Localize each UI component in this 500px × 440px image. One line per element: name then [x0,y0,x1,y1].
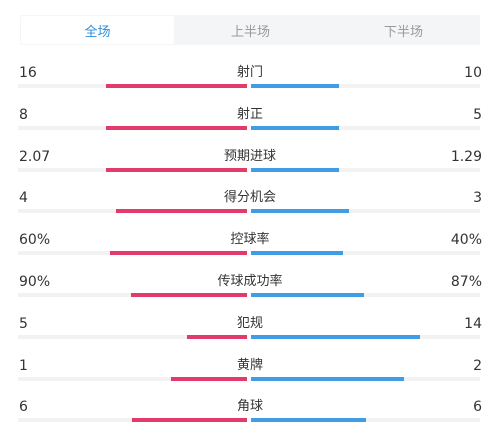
home-bar [106,84,247,88]
home-value: 2.07 [19,148,51,165]
stat-label: 角球 [236,399,263,415]
away-bar-track [251,167,480,172]
away-bar [251,84,339,88]
away-bar [251,209,349,214]
away-value: 6 [473,399,482,416]
stat-row-expected-goals: 2.07 预期进球 1.29 [0,148,500,188]
tab-full-match[interactable]: 全场 [21,16,174,44]
home-bar-track [18,125,247,130]
stat-label: 得分机会 [223,190,276,206]
home-bar-track [18,251,247,256]
home-value: 5 [19,315,28,332]
stat-row-scoring-chances: 4 得分机会 3 [0,189,500,229]
away-bar-track [251,293,480,297]
stat-label: 预期进球 [223,148,276,164]
away-bar-track [251,376,480,381]
home-bar [106,125,247,130]
home-bar [171,376,247,381]
stat-row-yellow-cards: 1 黄牌 2 [0,357,500,397]
stat-label: 黄牌 [236,357,263,373]
stat-row-fouls: 5 犯规 14 [0,315,500,355]
tab-first-half[interactable]: 上半场 [230,24,270,40]
away-bar-track [251,84,480,88]
home-value: 90% [19,274,51,290]
stat-label: 射门 [236,65,263,80]
away-bar-track [251,209,480,214]
stat-label: 传球成功率 [217,274,283,289]
away-bar-track [251,334,480,339]
stat-label: 控球率 [230,232,270,248]
home-value: 16 [19,65,37,81]
home-bar [187,334,247,339]
home-bar [116,209,247,214]
home-bar-track [18,167,247,172]
home-value: 6 [19,399,28,416]
away-value: 2 [473,357,482,374]
stat-row-corners: 6 角球 6 [0,398,500,438]
home-value: 4 [19,190,28,207]
away-value: 87% [450,274,482,290]
home-bar-track [18,376,247,381]
stat-row-pass-accuracy: 90% 传球成功率 87% [0,273,500,313]
away-bar [251,167,339,172]
away-bar-track [251,251,480,256]
away-bar-track [251,418,480,423]
home-bar [106,167,247,172]
home-value: 1 [19,357,28,374]
stat-row-shots-on-target: 8 射正 5 [0,106,500,146]
away-bar-track [251,125,480,130]
away-bar [251,251,343,256]
away-bar [251,125,339,130]
away-bar [251,418,366,423]
away-value: 3 [473,190,482,207]
away-value: 14 [464,315,482,332]
home-value: 8 [19,106,28,123]
tab-second-half[interactable]: 下半场 [383,24,423,40]
away-value: 10 [464,65,482,81]
away-value: 5 [473,106,482,123]
away-bar [251,376,404,381]
home-bar-track [18,418,247,423]
home-bar-track [18,334,247,339]
home-bar [110,251,247,256]
period-tabs: 全场 上半场 下半场 [20,15,480,45]
stat-label: 犯规 [236,315,263,331]
home-bar [132,418,247,423]
stat-row-possession: 60% 控球率 40% [0,231,500,271]
away-value: 1.29 [450,148,482,165]
home-bar-track [18,293,247,297]
home-bar-track [18,209,247,214]
away-bar [251,293,364,297]
home-value: 60% [19,232,51,249]
away-bar [251,334,420,339]
home-bar [131,293,247,297]
away-value: 40% [450,232,482,249]
stat-row-shots: 16 射门 10 [0,64,500,104]
stat-label: 射正 [236,106,263,122]
home-bar-track [18,84,247,88]
